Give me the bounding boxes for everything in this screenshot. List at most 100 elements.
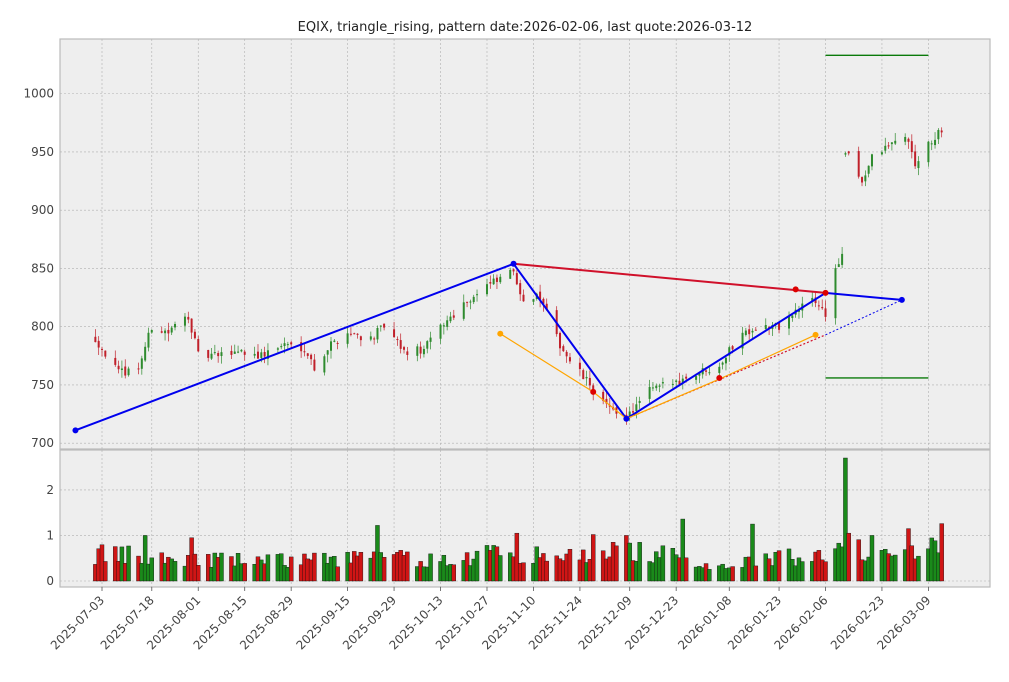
candle-body (290, 342, 293, 345)
candle-body (870, 154, 873, 167)
candle-body (698, 373, 701, 376)
candle-body (542, 298, 545, 304)
candle-body (791, 315, 794, 319)
candle-body (681, 378, 684, 384)
candle-body (568, 357, 571, 362)
candle-body (515, 273, 518, 285)
candle-body (114, 357, 117, 365)
candle-body (861, 177, 864, 183)
candle-body (817, 305, 820, 307)
candle-body (406, 351, 409, 355)
candle-body (937, 129, 940, 140)
candle-body (452, 315, 455, 318)
candle-body (605, 398, 608, 404)
candle-body (439, 324, 442, 339)
candle-body (685, 376, 688, 379)
pattern-marker (898, 296, 905, 303)
candle-body (705, 370, 708, 372)
candle-body (286, 344, 289, 346)
volume-bar (823, 561, 828, 582)
candle-body (741, 332, 744, 349)
candle-body (539, 291, 542, 300)
candle-body (379, 325, 382, 327)
volume-bar (126, 545, 131, 582)
candle-body (661, 382, 664, 384)
candle-body (210, 353, 213, 359)
candle-body (127, 368, 130, 376)
candle-body (326, 350, 329, 355)
candle-body (167, 329, 170, 334)
volume-bar (428, 553, 433, 582)
volume-bar (103, 561, 108, 582)
candle-body (489, 282, 492, 284)
candle-body (476, 294, 479, 296)
volume-bar (149, 557, 154, 582)
volume-bar (637, 542, 642, 582)
candle-body (588, 377, 591, 386)
upper-projection (825, 292, 902, 301)
candle-body (333, 340, 336, 342)
volume-bar (680, 518, 686, 582)
candle-body (890, 142, 893, 145)
price-tick-label: 1000 (23, 87, 54, 101)
candle-body (429, 337, 432, 342)
volume-bar (474, 550, 480, 582)
volume-bar (242, 563, 247, 582)
candle-body (847, 151, 850, 154)
candle-body (190, 318, 193, 333)
price-tick-label: 700 (31, 436, 54, 450)
candle-body (170, 327, 173, 333)
candle-body (940, 130, 943, 133)
candle-body (495, 277, 498, 282)
volume-bar (544, 560, 549, 582)
candle-body (193, 331, 196, 339)
candle-body (744, 330, 747, 335)
volume-bar (288, 556, 294, 582)
volume-bar (750, 523, 755, 582)
candle-body (376, 328, 379, 340)
volume-tick-label: 0 (46, 574, 54, 588)
volume-bar (358, 552, 364, 582)
volume-bar (939, 523, 944, 582)
candle-body (359, 336, 362, 341)
candle-body (578, 362, 581, 370)
candle-body (632, 411, 635, 413)
candle-body (651, 387, 654, 389)
candle-body (160, 331, 163, 333)
candle-body (373, 338, 376, 340)
candle-body (187, 316, 190, 320)
volume-bar (451, 564, 457, 582)
volume-tick-label: 1 (46, 528, 54, 542)
pattern-marker (792, 286, 799, 293)
candle-body (220, 352, 223, 357)
candle-body (824, 308, 827, 317)
candle-body (383, 323, 386, 328)
candle-body (917, 161, 920, 169)
candle-body (263, 352, 266, 357)
candle-body (313, 359, 316, 371)
candle-body (718, 366, 721, 373)
candle-body (349, 333, 352, 335)
candle-body (927, 141, 930, 163)
lower-projection (825, 299, 903, 336)
volume-bar (405, 551, 410, 582)
candle-body (462, 302, 465, 319)
candle-body (648, 386, 651, 399)
volume-bar (521, 562, 526, 582)
pattern-marker (510, 260, 517, 267)
candle-body (356, 333, 359, 335)
price-tick-label: 950 (31, 145, 54, 159)
candle-body (562, 346, 565, 352)
candle-body (884, 145, 887, 151)
candle-body (310, 354, 313, 360)
volume-bar (753, 565, 759, 582)
candle-body (346, 333, 349, 344)
candle-body (300, 342, 303, 352)
candle-body (416, 346, 419, 356)
price-tick-label: 850 (31, 261, 54, 275)
candle-body (880, 152, 883, 155)
candle-body (466, 301, 469, 303)
candle-body (393, 329, 396, 338)
candle-body (336, 342, 339, 344)
chart-title: EQIX, triangle_rising, pattern date:2026… (298, 20, 753, 35)
